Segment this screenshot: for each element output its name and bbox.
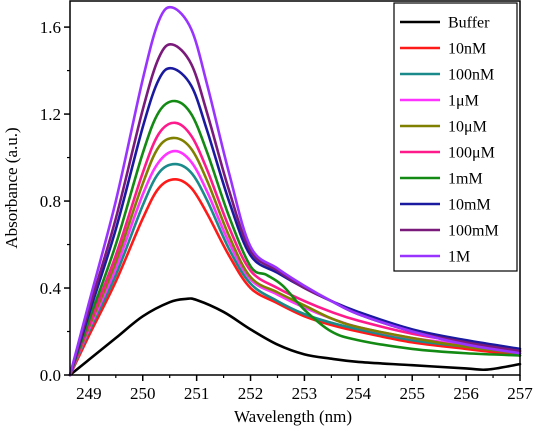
legend-label-8: 100mM [448, 223, 499, 240]
x-tick-label: 255 [399, 384, 425, 403]
x-tick-label: 251 [184, 384, 210, 403]
x-tick-label: 257 [507, 384, 533, 403]
series-layer [68, 5, 522, 377]
legend-label-4: 10μM [448, 119, 487, 136]
plot-frame [69, 0, 521, 376]
y-tick-label: 0.0 [40, 366, 61, 385]
x-axis: 249 250 251 252 253 254 255 256 257 [76, 375, 533, 403]
x-axis-title: Wavelength (nm) [234, 407, 352, 426]
legend-label-7: 10mM [448, 197, 491, 214]
y-tick-label: 0.8 [40, 192, 61, 211]
legend-label-5: 100μM [448, 145, 495, 162]
x-tick-label: 254 [346, 384, 372, 403]
series-line-9 [68, 5, 522, 377]
series-line-7 [68, 66, 522, 377]
x-tick-label: 256 [453, 384, 479, 403]
legend-label-9: 1M [448, 249, 470, 266]
y-tick-label: 0.4 [40, 279, 62, 298]
y-axis-title: Absorbance (a.u.) [2, 127, 21, 248]
x-tick-label: 252 [238, 384, 264, 403]
series-line-1 [68, 178, 522, 377]
x-tick-label: 249 [76, 384, 102, 403]
y-tick-label: 1.6 [40, 18, 61, 37]
x-tick-label: 253 [292, 384, 318, 403]
series-line-6 [68, 99, 522, 377]
series-line-5 [68, 121, 522, 377]
x-tick-label: 250 [130, 384, 156, 403]
y-axis: 0.0 0.4 0.8 1.2 1.6 [40, 18, 70, 385]
legend-label-1: 10nM [448, 41, 486, 58]
series-line-2 [68, 162, 522, 377]
series-line-4 [68, 136, 522, 377]
series-line-0 [68, 297, 522, 377]
legend-label-3: 1μM [448, 93, 479, 110]
legend-label-6: 1mM [448, 171, 483, 188]
y-tick-label: 1.2 [40, 105, 61, 124]
legend-label-0: Buffer [448, 15, 490, 32]
legend-label-2: 100nM [448, 67, 494, 84]
legend: Buffer 10nM 100nM 1μM 10μM 100μM 1mM 10mM 100mM 1… [393, 2, 518, 272]
